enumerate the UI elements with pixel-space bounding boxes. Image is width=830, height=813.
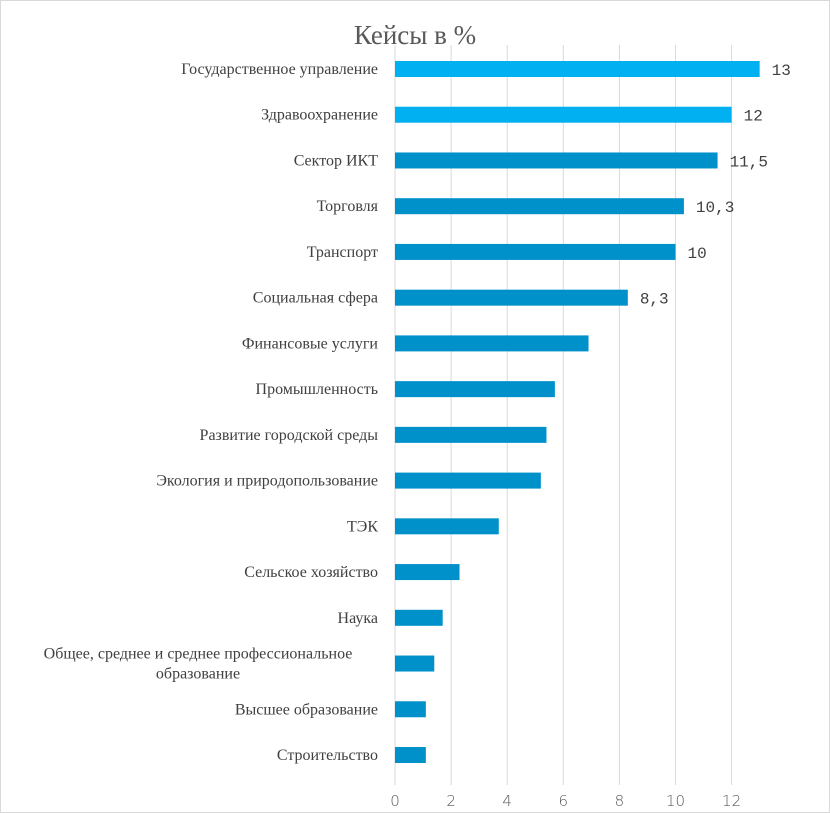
category-label-line: Наука [338,610,378,627]
category-label: Торговля [317,198,379,215]
category-label: Развитие городской среды [200,427,379,444]
bar [395,61,760,77]
bar [395,426,547,443]
x-tick-label: 0 [390,792,400,810]
category-label-line: Финансовые услуги [242,335,379,352]
category-label-line: Высшее образование [235,701,378,718]
bar [395,472,541,489]
x-tick-label: 12 [722,792,741,810]
category-label: Здравоохранение [261,107,378,124]
category-label: Экология и природопользование [156,473,378,490]
category-label: Сельское хозяйство [244,564,378,581]
data-label: 8,3 [640,291,669,309]
data-label: 11,5 [730,153,768,171]
x-tick-label: 10 [666,792,685,810]
bar [395,701,426,718]
bar [395,198,684,215]
x-tick-label: 4 [502,792,512,810]
category-label-line: Строительство [277,747,378,764]
category-label-line: ТЭК [347,518,378,535]
category-label-line: Государственное управление [181,61,378,78]
category-label: Промышленность [256,381,378,398]
bar [395,289,628,306]
category-label: Транспорт [307,244,378,261]
data-label: 12 [744,108,763,126]
category-label: Высшее образование [235,701,378,718]
category-label: Государственное управление [181,61,378,78]
category-label-line: Сельское хозяйство [244,564,378,581]
bar [395,381,555,398]
category-label-line: Экология и природопользование [156,473,378,490]
category-label-line: Промышленность [256,381,378,398]
bar [395,609,443,626]
category-label-line: Торговля [317,198,379,215]
bar [395,564,460,581]
category-label-line: образование [156,666,240,683]
category-label: Социальная сфера [253,290,378,307]
data-label: 13 [772,62,791,80]
category-label-line: Социальная сфера [253,290,378,307]
category-label: ТЭК [347,518,378,535]
data-label: 10 [688,245,707,263]
bar [395,655,435,672]
category-label-line: Общее, среднее и среднее профессионально… [44,646,353,663]
bar [395,335,589,352]
chart-title: Кейсы в % [354,20,476,50]
category-label-line: Сектор ИКТ [294,152,379,169]
category-label: Наука [338,610,378,627]
bar [395,243,676,260]
category-label: Финансовые услуги [242,335,379,352]
x-tick-label: 8 [615,792,625,810]
category-label: Строительство [277,747,378,764]
category-label: Общее, среднее и среднее профессионально… [44,646,353,683]
x-tick-label: 2 [446,792,456,810]
x-tick-label: 6 [559,792,569,810]
bar [395,747,426,763]
bar [395,152,718,169]
category-label-line: Транспорт [307,244,378,261]
category-label-line: Здравоохранение [261,107,378,124]
bar [395,106,732,123]
category-label-line: Развитие городской среды [200,427,379,444]
data-label: 10,3 [696,199,734,217]
category-label: Сектор ИКТ [294,152,379,169]
bar [395,518,499,535]
